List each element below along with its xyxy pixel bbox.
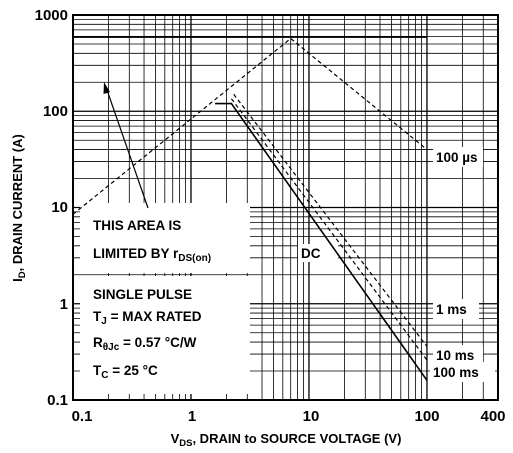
annotation-tj: TJ = MAX RATED [93, 309, 202, 327]
label-bg-100ms [430, 362, 495, 382]
series-lines [72, 36, 428, 381]
annotation-arrow-line [106, 89, 149, 209]
pulse-annotation-bg [80, 276, 250, 394]
label-bg-100us [433, 147, 483, 167]
label-bg-1ms [433, 299, 479, 319]
x-tick-label-100: 100 [414, 408, 439, 425]
annotation-rthjc: RθJc = 0.57 °C/W [93, 335, 197, 353]
x-tick-label-1: 1 [188, 408, 196, 425]
y-tick-label-1000: 1000 [35, 7, 68, 24]
x-tick-label-10: 10 [303, 408, 320, 425]
annotation-area-line1: THIS AREA IS [93, 218, 181, 233]
label-dc: DC [301, 246, 321, 261]
annotation-single-pulse: SINGLE PULSE [93, 287, 192, 302]
annotation-backgrounds [80, 147, 495, 394]
y-tick-label-100: 100 [43, 103, 68, 120]
grid-lines [72, 15, 499, 401]
y-tick-label-10: 10 [51, 199, 68, 216]
label-100ms: 100 ms [433, 365, 479, 380]
x-tick-label-0.1: 0.1 [72, 408, 93, 425]
y-tick-label-1: 1 [60, 296, 68, 313]
series-line-10-ms [230, 98, 428, 361]
plot-frame [72, 14, 499, 401]
label-10ms: 10 ms [436, 348, 474, 363]
label-100us: 100 µs [436, 150, 478, 165]
y-tick-label-0.1: 0.1 [47, 392, 68, 409]
label-1ms: 1 ms [436, 302, 467, 317]
label-bg-dc [298, 244, 338, 262]
y-axis-label: ID, DRAIN CURRENT (A) [10, 134, 28, 282]
x-tick-label-400: 400 [480, 408, 505, 425]
annotation-tc: TC = 25 °C [93, 363, 158, 381]
series-line-100-s [72, 37, 428, 215]
area-annotation-bg [80, 203, 250, 273]
series-line-dc [215, 102, 428, 381]
annotation-area-line2: LIMITED BY rDS(on) [93, 246, 211, 264]
x-axis-label: VDS, DRAIN to SOURCE VOLTAGE (V) [171, 431, 402, 449]
label-bg-10ms [433, 345, 483, 365]
annotation-arrowhead [103, 82, 110, 94]
series-line-1-ms [233, 93, 428, 347]
